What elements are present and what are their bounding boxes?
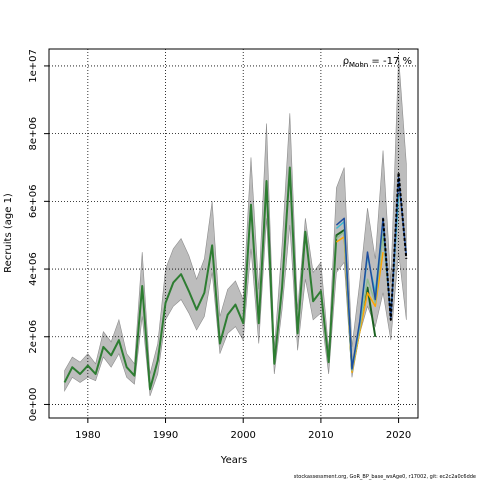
x-tick-label: 1980: [75, 430, 100, 441]
y-tick-label: 1e+07: [28, 49, 39, 83]
y-axis: 0e+00 2e+06 4e+06 6e+06 8e+06 1e+07: [28, 49, 49, 421]
mohn-rho-subscript: Mohn: [349, 61, 368, 69]
y-tick-label: 8e+06: [28, 117, 39, 151]
y-tick-label: 2e+06: [28, 320, 39, 354]
y-tick-label: 6e+06: [28, 185, 39, 219]
y-axis-title: Recruits (age 1): [3, 193, 14, 273]
plot-area: [48, 48, 419, 419]
footer-note: stockassessment.org, GoR_BP_base_wsAge0,…: [294, 474, 476, 480]
x-tick-label: 2000: [230, 430, 255, 441]
mohn-rho-annotation: ρMohn = -17 %: [343, 56, 412, 69]
mohn-rho-symbol: ρ: [343, 56, 349, 67]
series-line-0: [63, 166, 377, 391]
plot-frame: [48, 48, 419, 419]
x-axis-title: Years: [220, 455, 247, 466]
mohn-rho-value: = -17 %: [368, 56, 412, 67]
y-tick-label: 4e+06: [28, 252, 39, 286]
x-tick-label: 1990: [153, 430, 178, 441]
series-line-5: [335, 176, 408, 370]
x-tick-label: 2020: [386, 430, 411, 441]
x-axis: 1980 1990 2000 2010 2020: [75, 418, 411, 441]
series-line-6: [382, 171, 408, 321]
x-tick-label: 2010: [308, 430, 333, 441]
y-tick-label: 0e+00: [28, 388, 39, 422]
